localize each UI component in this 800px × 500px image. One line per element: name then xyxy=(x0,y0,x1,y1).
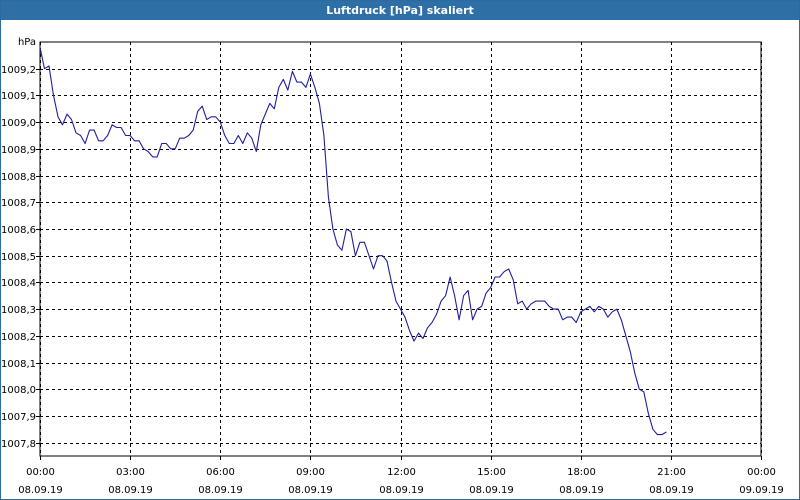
y-tick-label: 1008,8 xyxy=(1,172,36,183)
y-tick-label: 1008,9 xyxy=(1,145,36,156)
y-tick-label: 1007,9 xyxy=(1,412,36,423)
y-tick-label: 1008,5 xyxy=(1,252,36,263)
pressure-line xyxy=(39,47,667,436)
y-tick-label: 1009,0 xyxy=(1,118,36,129)
x-tick-date: 08.09.19 xyxy=(198,485,243,496)
y-tick-label: 1008,6 xyxy=(1,225,36,236)
y-tick-label: 1008,7 xyxy=(1,198,36,209)
window-title: Luftdruck [hPa] skaliert xyxy=(1,1,799,20)
y-tick-label: 1008,2 xyxy=(1,332,36,343)
y-tick-label: 1008,4 xyxy=(1,278,36,289)
x-tick-time: 18:00 xyxy=(567,467,596,478)
x-tick-time: 21:00 xyxy=(657,467,686,478)
x-tick-date: 08.09.19 xyxy=(18,485,63,496)
x-tick-time: 09:00 xyxy=(296,467,325,478)
x-tick-date: 09.09.19 xyxy=(739,485,784,496)
y-tick-label: 1008,0 xyxy=(1,385,36,396)
plot-area xyxy=(39,41,762,457)
y-tick-label: 1008,3 xyxy=(1,305,36,316)
x-tick-time: 00:00 xyxy=(747,467,776,478)
x-tick-time: 12:00 xyxy=(387,467,416,478)
x-tick-date: 08.09.19 xyxy=(288,485,333,496)
x-tick-date: 08.09.19 xyxy=(379,485,424,496)
x-tick-time: 15:00 xyxy=(477,467,506,478)
y-tick-label: 1009,1 xyxy=(1,91,36,102)
y-tick-label: 1008,1 xyxy=(1,359,36,370)
x-tick-time: 00:00 xyxy=(26,467,55,478)
x-tick-time: 03:00 xyxy=(116,467,145,478)
y-axis-label: hPa xyxy=(18,37,36,48)
x-tick-date: 08.09.19 xyxy=(649,485,694,496)
x-tick-date: 08.09.19 xyxy=(469,485,514,496)
y-tick-label: 1007,8 xyxy=(1,439,36,450)
x-tick-date: 08.09.19 xyxy=(559,485,604,496)
x-tick-time: 06:00 xyxy=(206,467,235,478)
y-tick-label: 1009,2 xyxy=(1,65,36,76)
x-tick-date: 08.09.19 xyxy=(108,485,153,496)
